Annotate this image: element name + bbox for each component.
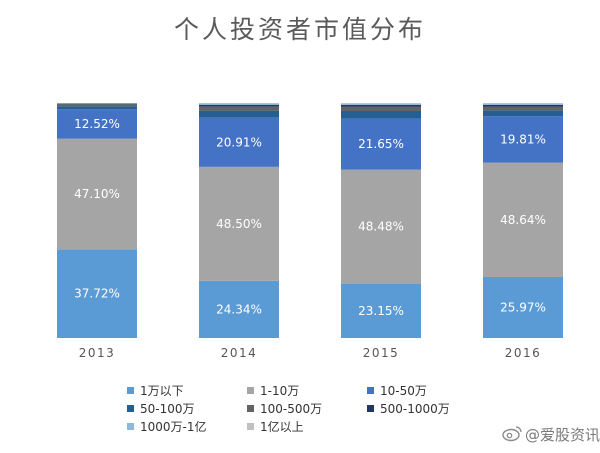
data-label: 24.34% — [216, 302, 262, 316]
x-tick-label: 2014 — [221, 346, 258, 360]
bar-segment-2015-3 — [341, 118, 421, 170]
bar-segment-2015-2 — [341, 169, 421, 284]
legend-swatch — [367, 405, 374, 412]
watermark: @爱股资讯 — [502, 426, 600, 444]
bar-segment-2014-3 — [199, 117, 279, 167]
legend-swatch — [127, 387, 134, 394]
bar-segment-2016-6 — [483, 104, 563, 107]
x-tick-label: 2016 — [505, 346, 542, 360]
bar-segment-2013-2 — [57, 138, 137, 250]
data-label: 23.15% — [358, 304, 404, 318]
bar-segment-2013-3 — [57, 109, 137, 139]
legend-label: 1000万-1亿 — [140, 419, 207, 434]
bar-segment-2015-1 — [341, 283, 421, 338]
data-label: 48.50% — [216, 217, 262, 231]
data-label: 37.72% — [74, 287, 120, 301]
data-label: 25.97% — [500, 300, 546, 314]
data-label: 48.48% — [358, 220, 404, 234]
legend-swatch — [247, 387, 254, 394]
bar-segment-2013-6 — [57, 103, 137, 105]
legend-swatch — [247, 423, 254, 430]
bar-segment-2015-7 — [341, 103, 421, 105]
legend-label: 1-10万 — [260, 384, 299, 398]
legend-label: 500-1000万 — [380, 402, 450, 416]
bar-segment-2013-5 — [57, 104, 137, 107]
legend-label: 50-100万 — [140, 402, 195, 416]
x-tick-label: 2015 — [363, 346, 400, 360]
data-label: 48.64% — [500, 213, 546, 227]
data-label: 47.10% — [74, 187, 120, 201]
data-label: 20.91% — [216, 135, 262, 149]
chart-title: 个人投资者市值分布 — [174, 15, 426, 44]
bars-group: 37.72% 47.10% 12.52% 24.34% 48.50% 20.91% 23.1… — [57, 103, 563, 338]
bar-segment-2015-6 — [341, 104, 421, 107]
bar-segment-2014-2 — [199, 166, 279, 281]
legend-swatch — [127, 405, 134, 412]
bar-segment-2014-1 — [199, 280, 279, 338]
bar-segment-2016-5 — [483, 106, 563, 111]
bar-segment-2016-3 — [483, 116, 563, 163]
legend-swatch — [367, 387, 374, 394]
legend-swatch — [247, 405, 254, 412]
bar-segment-2014-8 — [199, 103, 279, 104]
bar-segment-2013-1 — [57, 249, 137, 338]
weibo-icon — [502, 426, 522, 442]
bar-segment-2014-5 — [199, 106, 279, 111]
legend-label: 1万以下 — [140, 384, 184, 398]
legend-label: 100-500万 — [260, 402, 322, 416]
bar-segment-2016-2 — [483, 162, 563, 277]
bar-segment-2015-4 — [341, 111, 421, 119]
bar-segment-2013-4 — [57, 106, 137, 110]
bar-segment-2016-7 — [483, 103, 563, 105]
bar-segment-2016-4 — [483, 110, 563, 117]
bar-segment-2014-7 — [199, 103, 279, 105]
watermark-text: @爱股资讯 — [525, 426, 600, 444]
x-axis-ticks: 2013 2014 2015 2016 — [79, 346, 542, 360]
legend-label: 1亿以上 — [260, 419, 304, 434]
legend: 1万以下 1-10万 10-50万 50-100万 100-500万 500-1000万 1… — [127, 384, 450, 434]
bar-segment-2015-8 — [341, 103, 421, 104]
bar-segment-2014-6 — [199, 104, 279, 107]
bar-segment-2016-1 — [483, 276, 563, 338]
data-label: 19.81% — [500, 132, 546, 146]
bar-segment-2015-5 — [341, 106, 421, 112]
legend-label: 10-50万 — [380, 384, 427, 398]
legend-swatch — [127, 423, 134, 430]
data-label: 21.65% — [358, 137, 404, 151]
x-tick-label: 2013 — [79, 346, 116, 360]
bar-segment-2016-8 — [483, 103, 563, 104]
data-label: 12.52% — [74, 117, 120, 131]
bar-segment-2014-4 — [199, 110, 279, 118]
